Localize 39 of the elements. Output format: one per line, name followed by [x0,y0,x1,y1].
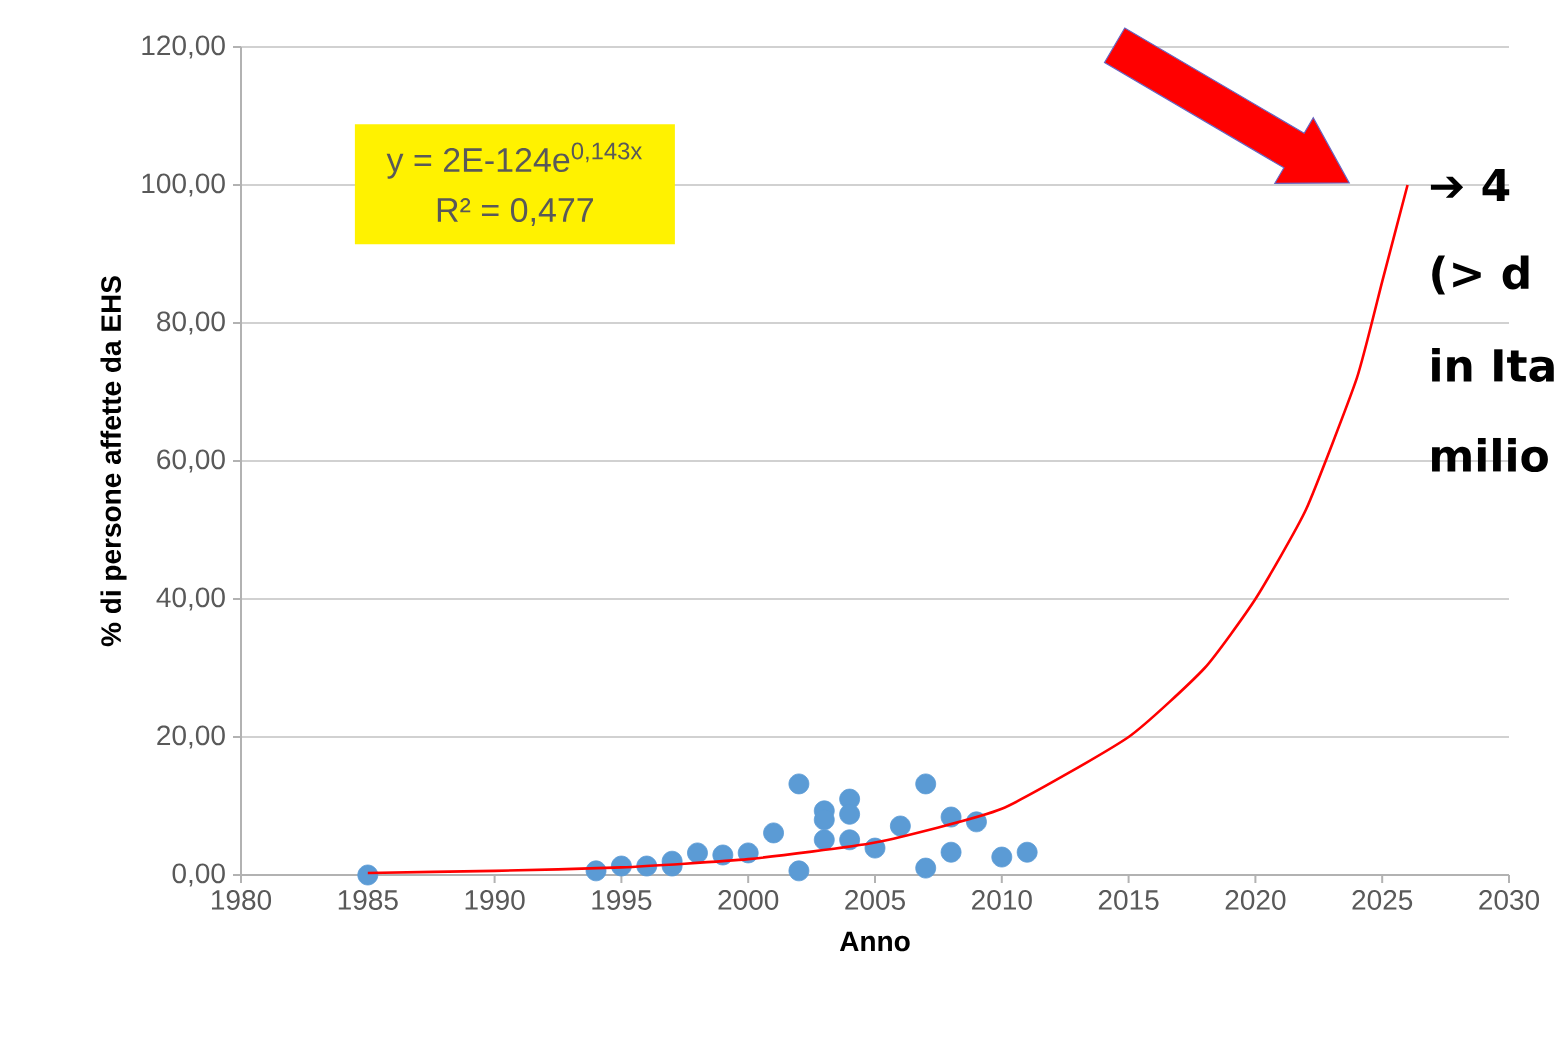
point [889,815,911,837]
x-tick-label: 2000 [718,890,779,910]
annotation: ➔ 4 [1430,168,1510,202]
point [915,857,937,879]
x-tick-label: 2005 [845,890,905,910]
point [915,773,937,795]
y-tick-label: 0,00 [172,863,225,887]
point [991,846,1013,868]
x-tick-label: 2025 [1352,890,1413,910]
x-tick-label: 1985 [338,890,398,910]
y-tick-label: 80,00 [157,311,225,335]
annotation: (> d [1432,255,1529,295]
point [1016,841,1038,863]
point [940,841,962,863]
x-tick-label: 2015 [1098,890,1159,910]
point [788,860,810,882]
y-tick-label: 60,00 [157,449,225,473]
point [687,842,708,864]
point [357,864,379,886]
point [813,829,835,851]
y-tick-label: 40,00 [156,587,225,611]
x-tick-label: 1980 [211,890,272,910]
annotation: R² = 0,477 [437,197,593,227]
point [839,803,861,825]
y-tick-label: 20,00 [157,725,225,749]
point [763,822,784,844]
x-tick-label: 2010 [972,890,1032,910]
annotation: milio [1432,437,1548,473]
x-tick-label: 2030 [1479,890,1540,910]
point [788,773,810,795]
x-tick-label: 2020 [1225,890,1286,910]
x-tick-label: 1995 [592,890,652,910]
y-tick-label: 120,00 [142,35,225,59]
x-axis-title: Anno [839,931,910,952]
annotation: y = 2E-124e$^{0,143x}$ [386,142,642,179]
annotation: in Ita [1432,347,1554,383]
y-tick-label: 100,00 [142,173,225,197]
x-tick-label: 1990 [465,890,525,910]
y-axis-title: % di persone affette da EHS [100,276,127,647]
